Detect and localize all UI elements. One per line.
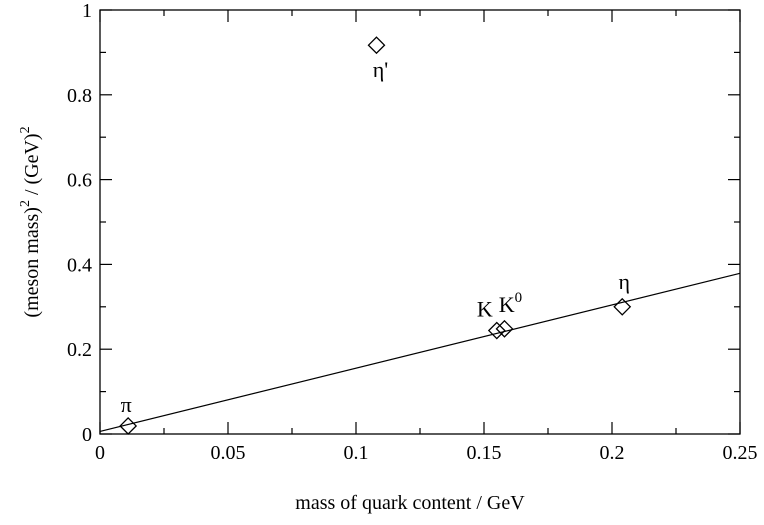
y-tick-label: 0.2: [67, 339, 92, 361]
data-point-label: π: [121, 392, 132, 417]
data-point-marker: [613, 297, 632, 316]
x-axis-label: mass of quark content / GeV: [295, 492, 525, 514]
data-point-marker: [367, 36, 386, 55]
data-point-label: K0: [499, 290, 522, 317]
x-tick-label: 0.2: [600, 442, 625, 464]
y-tick-label: 0.4: [67, 254, 92, 276]
fit-line: [99, 272, 741, 433]
x-tick-labels: 0 0.05 0.1 0.15 0.2 0.25: [95, 442, 758, 464]
data-point-marker: [487, 321, 506, 340]
data-points: [119, 36, 632, 435]
y-tick-labels: 0 0.2 0.4 0.6 0.8 1: [67, 0, 92, 446]
y-tick-label: 0.8: [67, 85, 92, 107]
y-tick-label: 1: [82, 0, 92, 22]
x-tick-label: 0: [95, 442, 105, 464]
data-point-marker: [495, 319, 514, 338]
x-tick-label: 0.15: [467, 442, 502, 464]
y-tick-label: 0: [82, 424, 92, 446]
x-tick-label: 0.05: [211, 442, 246, 464]
data-point-label: K: [477, 297, 493, 322]
y-axis-label: (meson mass)2 / (GeV)2: [18, 126, 43, 317]
axis-ticks: [99, 9, 741, 435]
data-point-label: η': [373, 57, 389, 82]
x-tick-label: 0.1: [344, 442, 369, 464]
y-tick-label: 0.6: [67, 170, 92, 192]
data-point-marker: [119, 417, 138, 435]
x-tick-label: 0.25: [723, 442, 758, 464]
point-labels: π K K0 η η': [121, 57, 630, 417]
data-point-label: η: [618, 269, 630, 294]
plot-frame: [99, 9, 741, 435]
